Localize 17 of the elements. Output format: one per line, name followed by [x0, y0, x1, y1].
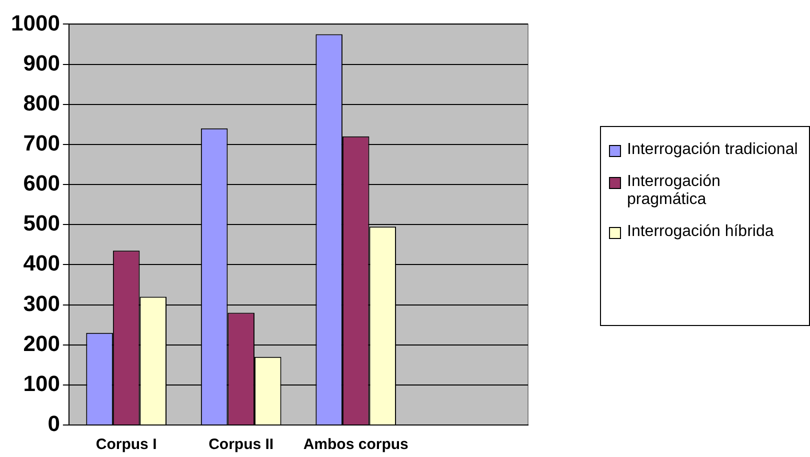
legend-label: Interrogación híbrida: [627, 223, 774, 241]
x-tick-label: Ambos corpus: [303, 436, 408, 454]
y-tick-label: 700: [23, 130, 60, 156]
legend-label: Interrogación tradicional: [627, 141, 798, 159]
y-tick-label: 100: [23, 370, 60, 396]
y-tick-label: 500: [23, 210, 60, 236]
y-tick-label: 400: [23, 250, 60, 276]
y-tick-label: 0: [48, 411, 60, 436]
y-tick-label: 800: [23, 90, 60, 116]
y-tick-label: 1000: [10, 10, 60, 36]
y-tick-label: 200: [23, 330, 60, 356]
y-tick-label: 900: [23, 50, 60, 76]
x-tick-label: Corpus I: [96, 436, 157, 454]
legend-label: Interrogación pragmática: [627, 173, 722, 209]
y-tick-label: 300: [23, 290, 60, 316]
y-tick-label: 600: [23, 170, 60, 196]
x-tick-label: Corpus II: [208, 436, 274, 454]
